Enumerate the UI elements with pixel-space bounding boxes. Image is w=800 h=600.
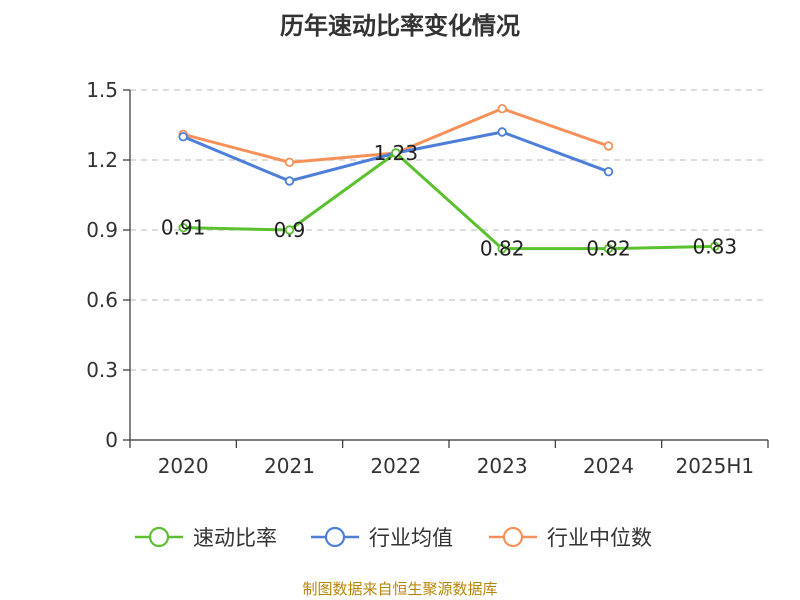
data-point[interactable] [178,131,188,142]
y-tick-label: 1.5 [86,78,118,102]
data-labels: 0.91 0.9 1.23 0.82 0.82 0.83 [161,141,737,261]
data-point[interactable] [603,166,614,177]
y-tick-label: 0 [105,428,118,452]
y-tick-label: 0.3 [86,358,118,382]
y-tick-label: 0.6 [86,288,118,312]
data-point[interactable] [603,141,614,151]
x-tick-label: 2020 [158,454,209,478]
data-point[interactable] [284,176,295,186]
series-0 [178,148,720,254]
chart-title: 历年速动比率变化情况 [280,12,520,40]
legend-marker-icon [324,526,346,548]
x-tick-label: 2024 [583,454,634,478]
x-tick-label: 2023 [477,454,528,478]
data-point[interactable] [284,157,295,168]
y-tick-label: 0.9 [86,218,118,242]
legend-label: 行业均值 [369,526,453,550]
data-label: 0.82 [586,237,631,261]
grid-lines [130,89,768,371]
data-label: 0.82 [480,237,525,261]
x-tick-label: 2021 [264,454,315,478]
data-point[interactable] [497,127,507,137]
legend-marker-icon [502,526,524,548]
legend-item[interactable]: 行业中位数 [489,526,652,550]
x-tick-label: 2022 [370,454,421,478]
data-point[interactable] [497,243,507,254]
data-label: 0.9 [274,218,306,242]
legend-item[interactable]: 行业均值 [311,526,453,550]
legend[interactable]: 速动比率 行业均值 行业中位数 [135,526,652,550]
data-label: 0.91 [161,216,206,240]
data-point[interactable] [178,222,188,233]
data-point[interactable] [603,243,614,254]
legend-label: 速动比率 [193,526,277,550]
y-tick-label: 1.2 [86,148,118,172]
axes: 0 0.3 0.6 0.9 1.2 1.5 2020 2021 2022 2023 2024 2025… [86,78,769,478]
data-label: 0.83 [693,234,738,258]
legend-label: 行业中位数 [547,526,652,550]
data-point[interactable] [284,225,295,235]
data-point[interactable] [497,103,507,114]
legend-marker-icon [148,526,170,548]
legend-item[interactable]: 速动比率 [135,526,277,550]
series-line [181,151,717,251]
data-label: 1.23 [374,141,419,165]
series-lines [178,103,720,254]
data-point[interactable] [391,148,401,158]
x-tick-label: 2025H1 [675,454,754,478]
source-note: 制图数据来自恒生聚源数据库 [302,580,498,598]
data-point[interactable] [710,241,720,252]
